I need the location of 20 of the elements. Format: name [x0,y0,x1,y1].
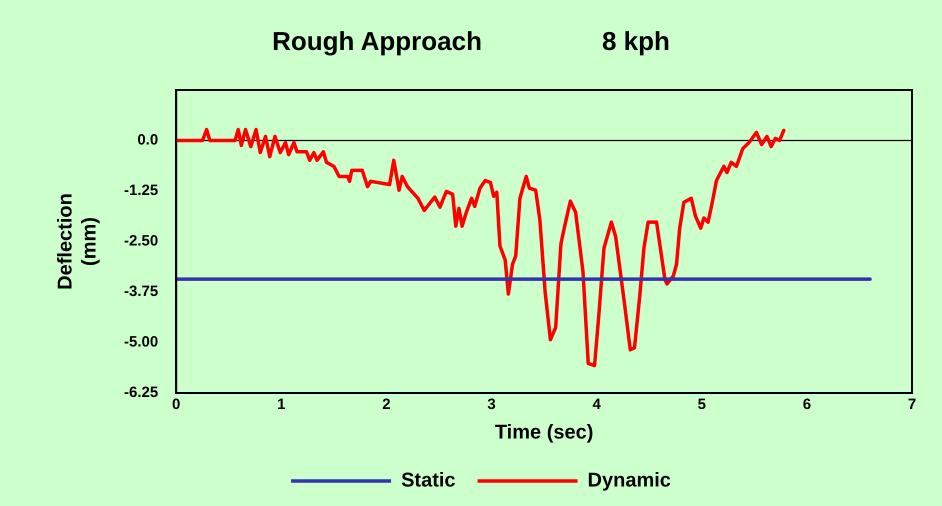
x-tick-label: 6 [802,396,812,414]
y-tick-label: -6.25 [124,384,158,402]
legend-label: Static [401,470,456,492]
legend-label: Dynamic [588,470,671,492]
y-tick-label: -2.50 [124,232,158,250]
x-tick-label: 1 [277,396,286,414]
x-tick-label: 0 [172,396,180,414]
x-tick-label: 3 [487,396,496,414]
y-axis-title: Deflection (mm) [54,193,101,290]
x-axis-title: Time (sec) [494,422,594,444]
y-tick-label: -3.75 [124,283,158,300]
y-tick-label: -1.25 [124,182,158,200]
y-tick-label: 0.0 [137,132,158,149]
x-tick-label: 7 [908,396,916,414]
chart-subtitle: 8 kph [602,26,670,56]
x-tick-label: 2 [382,396,391,414]
y-tick-label: -5.00 [124,334,158,351]
chart-title: Rough Approach [272,26,482,56]
x-tick-label: 5 [698,396,706,414]
x-tick-label: 4 [592,396,602,414]
